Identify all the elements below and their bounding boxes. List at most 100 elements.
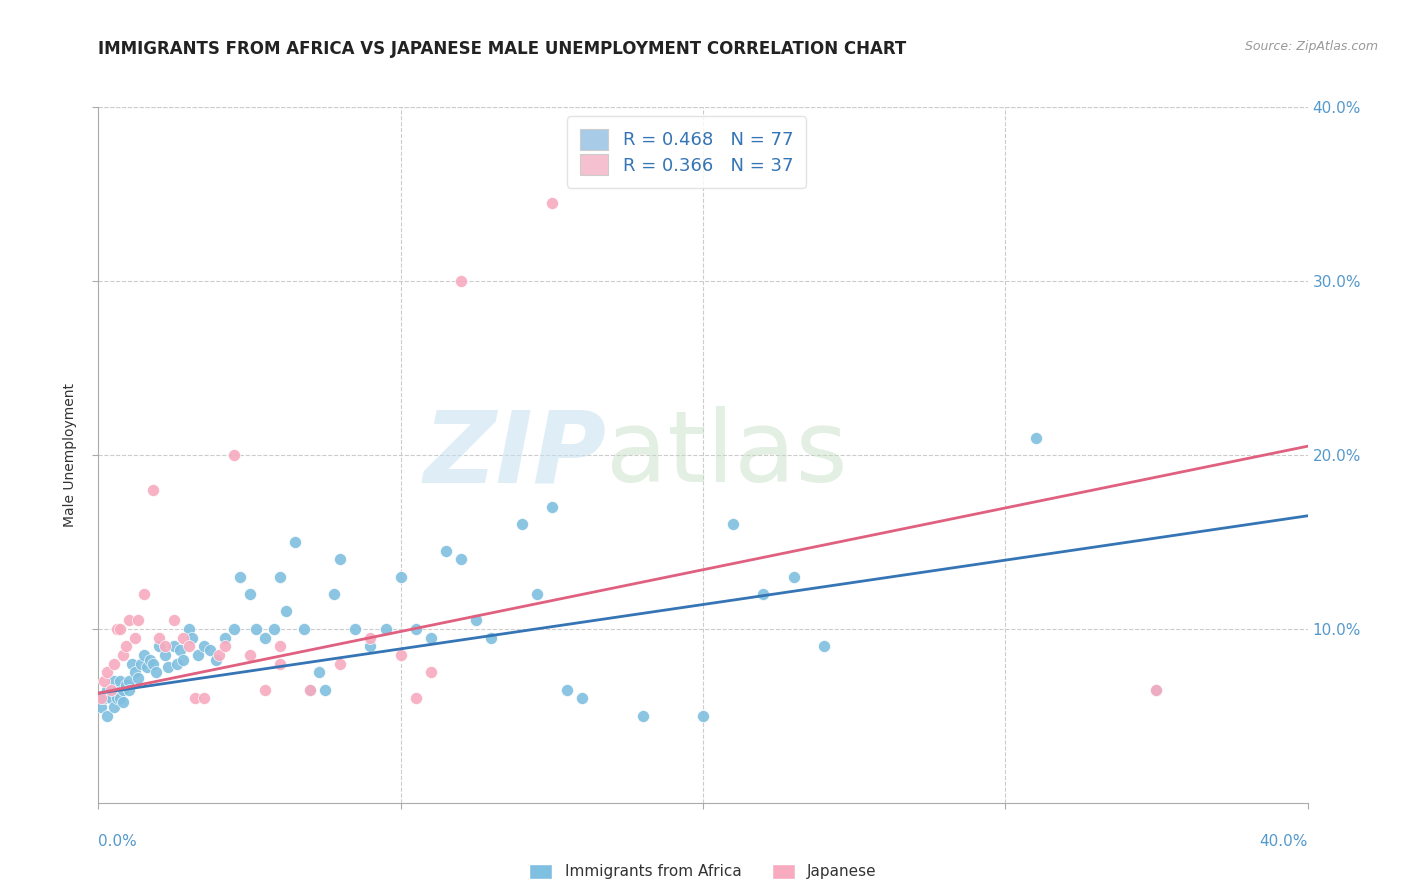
Point	[153, 648, 176, 662]
Point	[284, 534, 307, 549]
Point	[105, 682, 128, 697]
Point	[263, 622, 285, 636]
Point	[224, 622, 246, 636]
Point	[132, 587, 155, 601]
Point	[90, 691, 112, 706]
Point	[100, 682, 122, 697]
Point	[93, 691, 115, 706]
Point	[274, 605, 297, 619]
Point	[96, 665, 118, 680]
Point	[269, 657, 291, 671]
Text: atlas: atlas	[606, 407, 848, 503]
Point	[105, 622, 128, 636]
Point	[93, 674, 115, 689]
Point	[127, 613, 149, 627]
Point	[114, 677, 136, 691]
Point	[169, 642, 191, 657]
Point	[229, 570, 252, 584]
Point	[239, 587, 262, 601]
Point	[571, 691, 593, 706]
Point	[96, 708, 118, 723]
Point	[344, 622, 367, 636]
Point	[121, 657, 143, 671]
Point	[450, 274, 472, 288]
Point	[142, 483, 165, 497]
Point	[405, 622, 427, 636]
Point	[172, 631, 194, 645]
Point	[631, 708, 654, 723]
Point	[253, 631, 276, 645]
Text: Source: ZipAtlas.com: Source: ZipAtlas.com	[1244, 40, 1378, 54]
Point	[179, 639, 201, 653]
Point	[103, 657, 125, 671]
Point	[148, 631, 170, 645]
Point	[108, 691, 131, 706]
Point	[166, 657, 188, 671]
Point	[292, 622, 315, 636]
Text: 0.0%: 0.0%	[98, 834, 138, 849]
Point	[200, 642, 222, 657]
Point	[148, 639, 170, 653]
Point	[156, 660, 179, 674]
Point	[434, 543, 457, 558]
Point	[208, 648, 231, 662]
Point	[103, 674, 125, 689]
Point	[111, 648, 134, 662]
Point	[540, 195, 562, 210]
Point	[100, 691, 122, 706]
Point	[374, 622, 396, 636]
Point	[108, 622, 131, 636]
Point	[118, 613, 141, 627]
Point	[360, 639, 382, 653]
Point	[420, 665, 443, 680]
Point	[405, 691, 427, 706]
Legend: Immigrants from Africa, Japanese: Immigrants from Africa, Japanese	[523, 857, 883, 886]
Point	[299, 682, 322, 697]
Point	[450, 552, 472, 566]
Point	[540, 500, 562, 514]
Y-axis label: Male Unemployment: Male Unemployment	[63, 383, 77, 527]
Point	[153, 639, 176, 653]
Text: IMMIGRANTS FROM AFRICA VS JAPANESE MALE UNEMPLOYMENT CORRELATION CHART: IMMIGRANTS FROM AFRICA VS JAPANESE MALE …	[98, 40, 907, 58]
Point	[420, 631, 443, 645]
Point	[193, 691, 215, 706]
Point	[269, 570, 291, 584]
Point	[111, 682, 134, 697]
Point	[389, 648, 412, 662]
Point	[783, 570, 806, 584]
Point	[129, 657, 152, 671]
Point	[752, 587, 775, 601]
Point	[245, 622, 267, 636]
Point	[239, 648, 262, 662]
Point	[105, 691, 128, 706]
Point	[323, 587, 346, 601]
Point	[510, 517, 533, 532]
Point	[360, 631, 382, 645]
Point	[163, 613, 186, 627]
Point	[127, 671, 149, 685]
Point	[135, 660, 157, 674]
Point	[181, 631, 204, 645]
Point	[1024, 431, 1046, 445]
Point	[139, 653, 162, 667]
Point	[214, 639, 236, 653]
Point	[163, 639, 186, 653]
Point	[813, 639, 835, 653]
Point	[269, 639, 291, 653]
Point	[329, 657, 352, 671]
Point	[1144, 682, 1167, 697]
Point	[145, 665, 167, 680]
Point	[124, 631, 146, 645]
Point	[526, 587, 548, 601]
Point	[96, 682, 118, 697]
Point	[205, 653, 228, 667]
Point	[179, 622, 201, 636]
Point	[118, 674, 141, 689]
Point	[389, 570, 412, 584]
Point	[193, 639, 215, 653]
Point	[90, 700, 112, 714]
Point	[114, 639, 136, 653]
Point	[299, 682, 322, 697]
Point	[1144, 682, 1167, 697]
Point	[111, 695, 134, 709]
